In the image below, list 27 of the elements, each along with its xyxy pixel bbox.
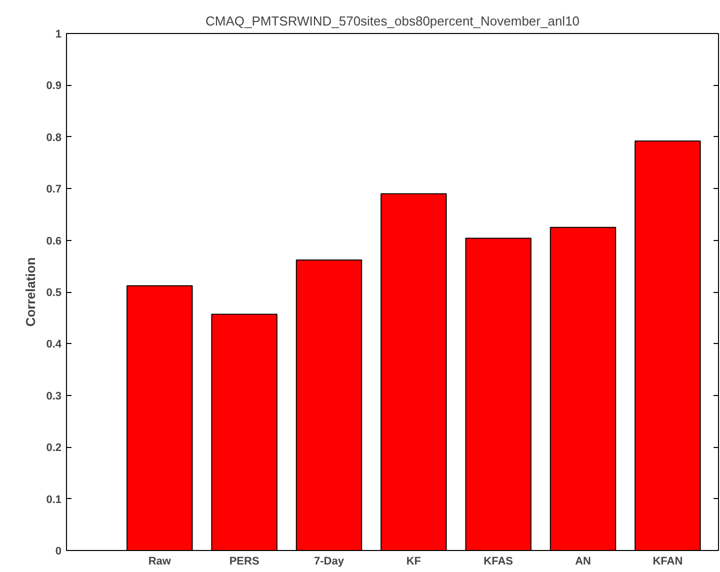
x-tick-label: KFAS — [484, 556, 514, 568]
y-tick-label: 0.5 — [46, 287, 62, 299]
bar — [550, 226, 616, 550]
y-axis-title: Correlation — [23, 257, 38, 327]
y-tick-label: 0.7 — [46, 184, 62, 196]
y-tick-label: 0.2 — [46, 442, 62, 454]
y-tick-label: 0.9 — [46, 80, 62, 92]
y-tick-label: 0.6 — [46, 235, 62, 248]
bar — [380, 193, 447, 550]
y-tick-label: 0.1 — [46, 494, 62, 506]
x-tick-label: 7-Day — [314, 556, 345, 568]
chart-title: CMAQ_PMTSRWIND_570sites_obs80percent_November_anl10 — [205, 14, 580, 28]
x-tick-label: KFAN — [652, 556, 683, 568]
bar — [465, 238, 532, 550]
bar — [126, 285, 193, 550]
y-tick-label: 0.4 — [46, 338, 62, 351]
bar — [211, 314, 278, 550]
y-tick-label: 0.3 — [46, 390, 62, 402]
y-tick-label: 1 — [55, 28, 62, 40]
y-tick-label: 0 — [55, 546, 62, 558]
x-tick-label: KF — [406, 556, 422, 568]
y-tick-label: 0.8 — [46, 132, 62, 144]
x-tick-label: Raw — [148, 556, 172, 568]
x-tick-label: PERS — [229, 556, 260, 568]
x-tick-label: AN — [575, 556, 592, 568]
bar — [296, 259, 362, 550]
bar — [634, 140, 701, 550]
